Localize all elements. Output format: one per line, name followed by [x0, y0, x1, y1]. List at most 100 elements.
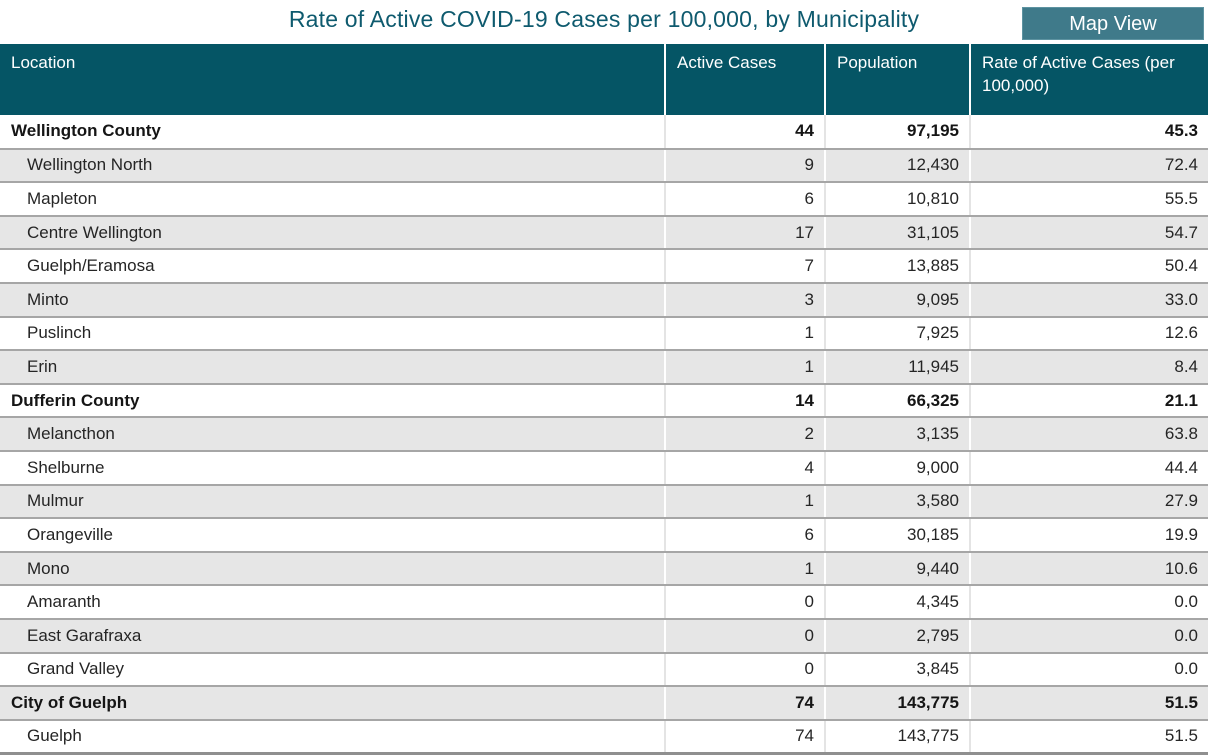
table-row[interactable]: Orangeville 6 30,185 19.9 — [0, 518, 1208, 553]
active-cases-cell: 4 — [664, 450, 825, 486]
report-topbar: Rate of Active COVID-19 Cases per 100,00… — [0, 0, 1208, 44]
rate-cell: 21.1 — [969, 383, 1208, 419]
active-cases-cell: 0 — [664, 618, 825, 654]
active-cases-cell: 74 — [664, 686, 825, 721]
table-row[interactable]: Shelburne 4 9,000 44.4 — [0, 450, 1208, 486]
active-cases-cell: 9 — [664, 148, 825, 184]
active-cases-cell: 44 — [664, 115, 825, 150]
location-cell: Puslinch — [0, 316, 665, 352]
rate-cell: 51.5 — [969, 719, 1208, 755]
location-cell: Grand Valley — [0, 652, 665, 688]
population-cell: 143,775 — [824, 686, 970, 721]
population-cell: 97,195 — [824, 115, 970, 150]
table-row[interactable]: Grand Valley 0 3,845 0.0 — [0, 652, 1208, 688]
table-row[interactable]: East Garafraxa 0 2,795 0.0 — [0, 618, 1208, 654]
population-cell: 66,325 — [824, 383, 970, 419]
active-cases-cell: 74 — [664, 719, 825, 755]
table-row[interactable]: Minto 3 9,095 33.0 — [0, 282, 1208, 318]
population-cell: 13,885 — [824, 249, 970, 284]
population-cell: 31,105 — [824, 215, 970, 251]
population-cell: 30,185 — [824, 518, 970, 553]
population-cell: 3,135 — [824, 417, 970, 452]
table-header: Location Active Cases Population Rate of… — [0, 44, 1208, 115]
rate-cell: 8.4 — [969, 350, 1208, 385]
table-row[interactable]: Guelph/Eramosa 7 13,885 50.4 — [0, 249, 1208, 284]
population-cell: 11,945 — [824, 350, 970, 385]
active-cases-cell: 17 — [664, 215, 825, 251]
rate-cell: 51.5 — [969, 686, 1208, 721]
rate-cell: 63.8 — [969, 417, 1208, 452]
population-cell: 9,440 — [824, 551, 970, 587]
population-cell: 2,795 — [824, 618, 970, 654]
active-cases-cell: 1 — [664, 350, 825, 385]
page-title: Rate of Active COVID-19 Cases per 100,00… — [288, 6, 920, 32]
population-cell: 3,580 — [824, 484, 970, 520]
column-header-rate[interactable]: Rate of Active Cases (per 100,000) — [969, 44, 1208, 115]
rate-cell: 45.3 — [969, 115, 1208, 150]
location-cell: Dufferin County — [0, 383, 665, 419]
table-row[interactable]: Mapleton 6 10,810 55.5 — [0, 182, 1208, 217]
active-cases-cell: 1 — [664, 316, 825, 352]
rate-cell: 44.4 — [969, 450, 1208, 486]
table-body: Wellington County 44 97,195 45.3 Welling… — [0, 115, 1208, 755]
table-row[interactable]: Mono 1 9,440 10.6 — [0, 551, 1208, 587]
table-row[interactable]: Melancthon 2 3,135 63.8 — [0, 417, 1208, 452]
population-cell: 7,925 — [824, 316, 970, 352]
active-cases-cell: 2 — [664, 417, 825, 452]
rate-cell: 55.5 — [969, 182, 1208, 217]
population-cell: 10,810 — [824, 182, 970, 217]
active-cases-cell: 14 — [664, 383, 825, 419]
rate-cell: 0.0 — [969, 585, 1208, 620]
rate-cell: 0.0 — [969, 652, 1208, 688]
rate-cell: 50.4 — [969, 249, 1208, 284]
location-cell: Mono — [0, 551, 665, 587]
table-row[interactable]: Wellington North 9 12,430 72.4 — [0, 148, 1208, 184]
table-row[interactable]: Amaranth 0 4,345 0.0 — [0, 585, 1208, 620]
active-cases-cell: 1 — [664, 484, 825, 520]
active-cases-cell: 0 — [664, 652, 825, 688]
location-cell: Shelburne — [0, 450, 665, 486]
rate-cell: 54.7 — [969, 215, 1208, 251]
table-row[interactable]: Mulmur 1 3,580 27.9 — [0, 484, 1208, 520]
population-cell: 4,345 — [824, 585, 970, 620]
rate-cell: 10.6 — [969, 551, 1208, 587]
table-row[interactable]: Guelph 74 143,775 51.5 — [0, 719, 1208, 755]
location-cell: Wellington County — [0, 115, 665, 150]
rate-cell: 0.0 — [969, 618, 1208, 654]
table-row[interactable]: City of Guelph 74 143,775 51.5 — [0, 686, 1208, 721]
active-cases-cell: 1 — [664, 551, 825, 587]
population-cell: 3,845 — [824, 652, 970, 688]
map-view-button[interactable]: Map View — [1022, 7, 1204, 40]
location-cell: City of Guelph — [0, 686, 665, 721]
active-cases-cell: 0 — [664, 585, 825, 620]
table-row[interactable]: Centre Wellington 17 31,105 54.7 — [0, 215, 1208, 251]
location-cell: Melancthon — [0, 417, 665, 452]
location-cell: Guelph/Eramosa — [0, 249, 665, 284]
active-cases-cell: 6 — [664, 182, 825, 217]
column-header-active-cases[interactable]: Active Cases — [664, 44, 825, 115]
rate-cell: 12.6 — [969, 316, 1208, 352]
table-row[interactable]: Puslinch 1 7,925 12.6 — [0, 316, 1208, 352]
location-cell: East Garafraxa — [0, 618, 665, 654]
table-row[interactable]: Dufferin County 14 66,325 21.1 — [0, 383, 1208, 419]
location-cell: Centre Wellington — [0, 215, 665, 251]
table-row[interactable]: Erin 1 11,945 8.4 — [0, 350, 1208, 385]
population-cell: 12,430 — [824, 148, 970, 184]
active-cases-cell: 7 — [664, 249, 825, 284]
rate-cell: 72.4 — [969, 148, 1208, 184]
covid-rate-table: Location Active Cases Population Rate of… — [0, 44, 1208, 755]
location-cell: Amaranth — [0, 585, 665, 620]
population-cell: 9,095 — [824, 282, 970, 318]
population-cell: 143,775 — [824, 719, 970, 755]
location-cell: Minto — [0, 282, 665, 318]
location-cell: Mapleton — [0, 182, 665, 217]
location-cell: Erin — [0, 350, 665, 385]
active-cases-cell: 3 — [664, 282, 825, 318]
column-header-location[interactable]: Location — [0, 44, 665, 115]
rate-cell: 27.9 — [969, 484, 1208, 520]
population-cell: 9,000 — [824, 450, 970, 486]
table-row[interactable]: Wellington County 44 97,195 45.3 — [0, 115, 1208, 150]
column-header-population[interactable]: Population — [824, 44, 970, 115]
location-cell: Guelph — [0, 719, 665, 755]
